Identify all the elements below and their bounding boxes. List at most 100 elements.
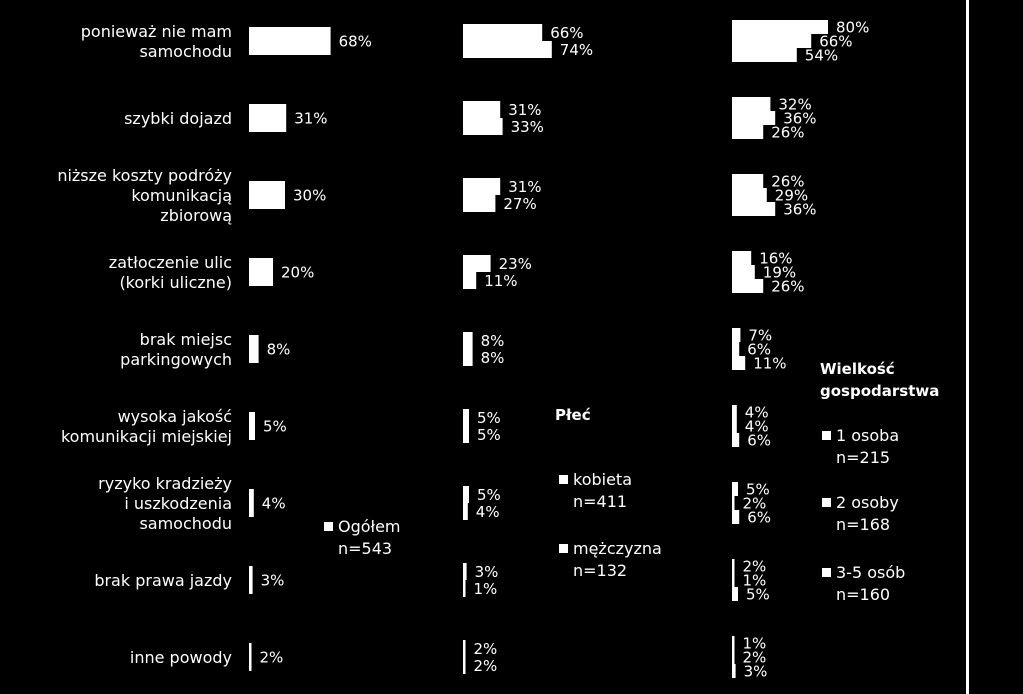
category-label: zatłoczenie ulic — [109, 253, 232, 272]
value-label: 19% — [763, 264, 796, 282]
legend-label-2-persons: 2 osoby — [836, 493, 899, 512]
bar — [463, 580, 466, 597]
category-label: samochodu — [139, 514, 232, 533]
value-label: 2% — [743, 649, 767, 667]
value-label: 1% — [474, 580, 498, 598]
bar — [732, 125, 764, 139]
bar — [463, 118, 503, 135]
bar — [732, 664, 736, 678]
panel-divider — [966, 0, 969, 694]
value-label: 6% — [747, 509, 771, 527]
legend-title-household-line2: gospodarstwa — [820, 382, 940, 400]
bar — [732, 419, 737, 433]
bar — [732, 279, 764, 293]
value-label: 6% — [747, 432, 771, 450]
legend-household-title: Wielkość gospodarstwa — [820, 358, 939, 402]
bar — [732, 20, 828, 34]
value-label: 26% — [771, 278, 804, 296]
bar — [732, 636, 735, 650]
bar — [732, 265, 755, 279]
value-label: 4% — [476, 503, 500, 521]
value-label: 6% — [747, 341, 771, 359]
bar — [249, 181, 285, 209]
value-label: 36% — [783, 201, 816, 219]
value-label: 33% — [511, 118, 544, 136]
value-label: 36% — [783, 110, 816, 128]
bar — [249, 104, 287, 132]
bar — [732, 111, 776, 125]
value-label: 1% — [743, 572, 767, 590]
value-label: 29% — [775, 187, 808, 205]
bar — [732, 650, 735, 664]
legend-n-1-person: n=215 — [836, 448, 891, 467]
value-label: 3% — [744, 663, 768, 681]
bar — [732, 342, 740, 356]
value-label: 5% — [477, 426, 501, 444]
value-label: 3% — [261, 572, 285, 590]
value-label: 2% — [743, 495, 767, 513]
value-label: 11% — [753, 355, 786, 373]
bar — [463, 486, 469, 503]
category-label: samochodu — [139, 42, 232, 61]
category-label: komunikacją — [131, 186, 232, 205]
value-label: 2% — [743, 558, 767, 576]
value-label: 31% — [508, 101, 541, 119]
legend-swatch — [559, 475, 568, 484]
category-label: brak prawa jazdy — [94, 571, 232, 590]
bar — [732, 34, 812, 48]
value-label: 8% — [481, 349, 505, 367]
category-label: ponieważ nie mam — [81, 22, 232, 41]
legend-swatch — [559, 544, 568, 553]
legend-label-total: Ogółem — [338, 517, 401, 536]
value-label: 4% — [745, 418, 769, 436]
value-label: 26% — [771, 124, 804, 142]
value-label: 5% — [746, 586, 770, 604]
value-label: 5% — [477, 409, 501, 427]
value-label: 8% — [267, 341, 291, 359]
bar — [249, 566, 253, 594]
legend-title-gender: Płeć — [555, 406, 591, 424]
bar — [732, 433, 740, 447]
bar — [463, 563, 467, 580]
bar — [732, 328, 741, 342]
legend-total: Ogółem n=543 — [324, 516, 401, 560]
bar — [463, 195, 496, 212]
bar — [249, 412, 255, 440]
bar — [732, 405, 737, 419]
bar — [463, 332, 473, 349]
bar — [249, 643, 252, 671]
bar — [463, 101, 501, 118]
legend-swatch — [822, 431, 831, 440]
value-label: 16% — [759, 250, 792, 268]
value-label: 27% — [503, 195, 536, 213]
value-label: 66% — [550, 24, 583, 42]
value-label: 74% — [560, 41, 593, 59]
value-label: 5% — [477, 486, 501, 504]
bar — [732, 356, 746, 370]
bar — [732, 48, 797, 62]
category-label: wysoka jakość — [118, 407, 232, 426]
value-label: 5% — [746, 481, 770, 499]
category-label: komunikacji miejskiej — [61, 427, 232, 446]
value-label: 1% — [743, 635, 767, 653]
legend-n-male: n=132 — [573, 561, 628, 580]
legend-female: kobieta n=411 — [559, 469, 632, 513]
value-label: 31% — [294, 110, 327, 128]
bar — [463, 272, 477, 289]
value-label: 30% — [293, 187, 326, 205]
value-label: 32% — [778, 96, 811, 114]
bar — [732, 587, 738, 601]
value-label: 3% — [475, 563, 499, 581]
category-label: (korki uliczne) — [119, 273, 232, 292]
bar — [463, 178, 501, 195]
bar — [249, 489, 254, 517]
legend-n-female: n=411 — [573, 492, 628, 511]
value-label: 68% — [339, 33, 372, 51]
value-label: 5% — [263, 418, 287, 436]
legend-label-1-person: 1 osoba — [836, 426, 900, 445]
bar — [732, 482, 738, 496]
bar — [463, 409, 469, 426]
legend-label-female: kobieta — [573, 470, 633, 489]
legend-label-3-5-persons: 3-5 osób — [836, 563, 906, 582]
